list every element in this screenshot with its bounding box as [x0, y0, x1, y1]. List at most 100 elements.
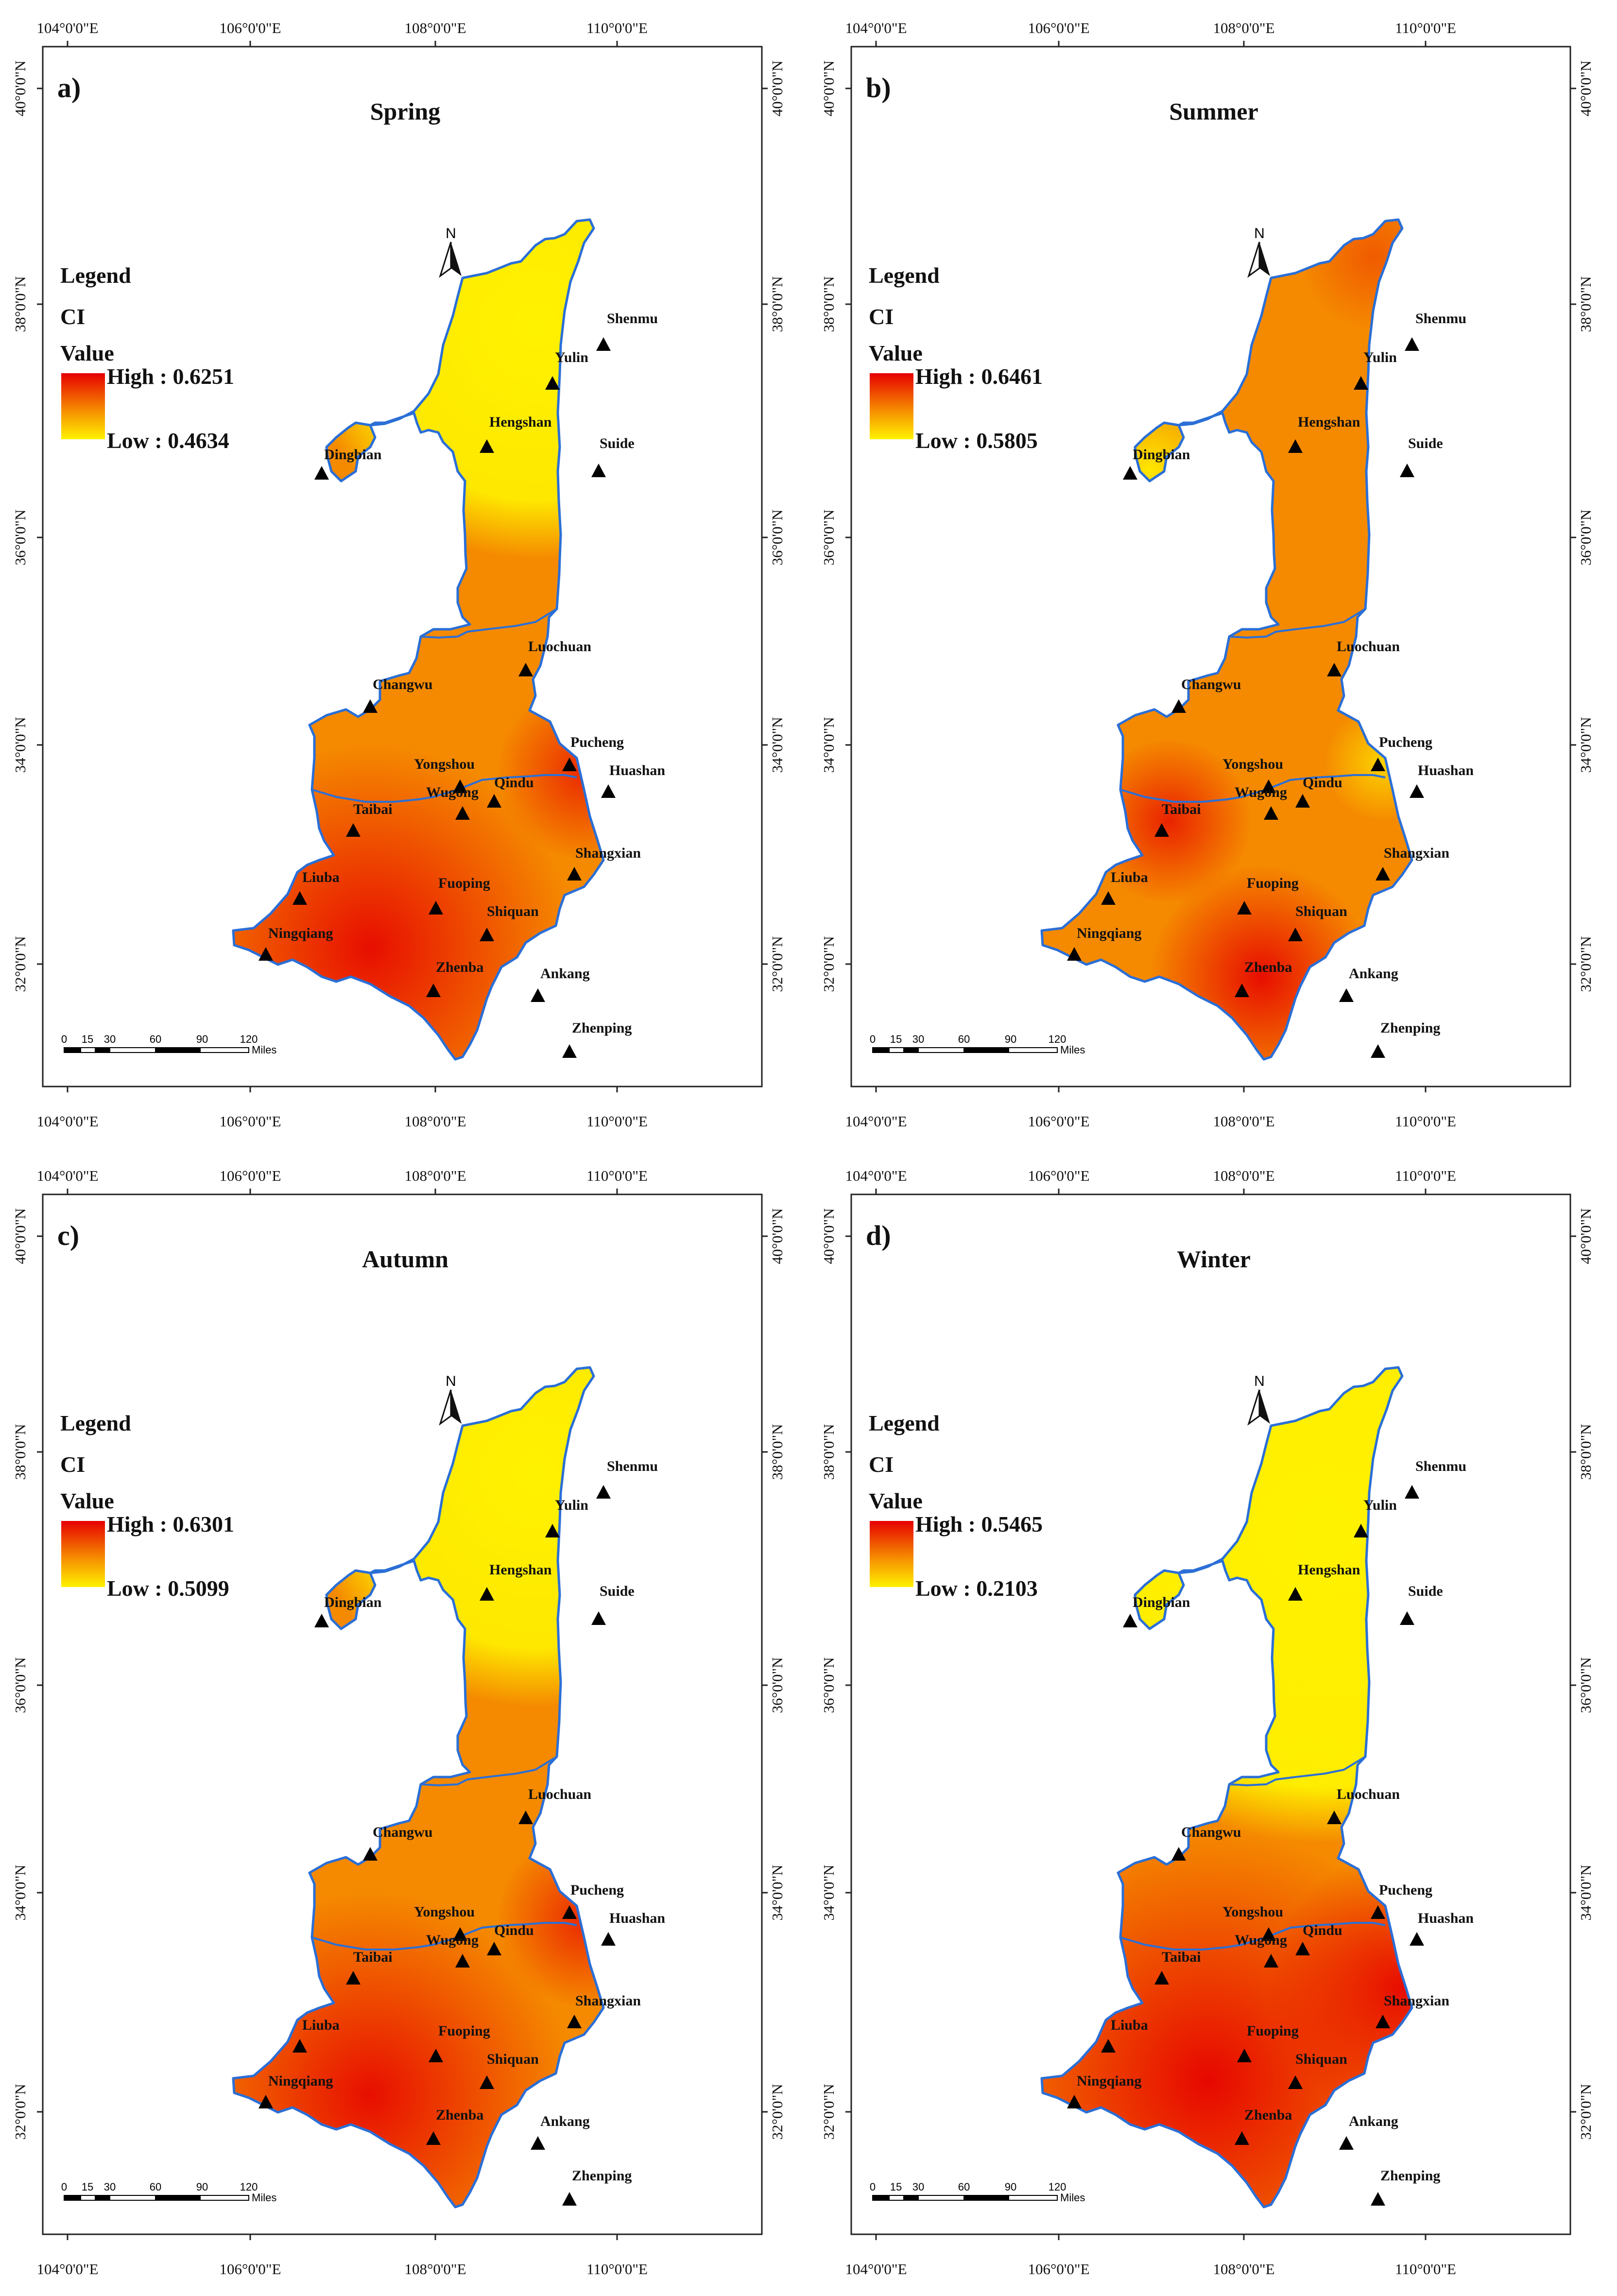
- panel-tag: a): [57, 72, 81, 104]
- season-title: Winter: [1177, 1245, 1251, 1273]
- station-label: Qindu: [1303, 775, 1342, 791]
- station-label: Fuoping: [438, 2023, 490, 2039]
- map-frame: [42, 46, 763, 1088]
- station-taibai: Taibai: [346, 1949, 393, 1985]
- scale-bar-tick: 0: [61, 2181, 67, 2193]
- station-label: Taibai: [1162, 801, 1201, 817]
- station-marker-icon: [567, 2015, 582, 2028]
- station-label: Wugong: [426, 1932, 479, 1948]
- station-marker-icon: [1288, 2075, 1303, 2089]
- latitude-label-right: 34°0'0"N: [769, 717, 786, 773]
- station-label: Luochuan: [1337, 1786, 1400, 1802]
- station-wugong: Wugong: [426, 1932, 479, 1968]
- study-region: Shenmu Yulin Hengshan Suide Dingbian Luochuan…: [1040, 218, 1474, 1061]
- north-arrow-label: N: [446, 225, 456, 242]
- station-label: Pucheng: [570, 1882, 624, 1898]
- latitude-label-left: 32°0'0"N: [820, 936, 837, 992]
- station-label: Ningqiang: [1077, 2073, 1141, 2089]
- scale-bar-segment: [1008, 1047, 1058, 1053]
- station-huashan: Huashan: [601, 762, 665, 798]
- station-marker-icon: [1171, 699, 1186, 713]
- longitude-label-bottom: 104°0'0"E: [36, 2261, 98, 2278]
- station-label: Liuba: [302, 869, 340, 885]
- station-marker-icon: [1371, 1905, 1385, 1919]
- map-frame: [850, 1193, 1571, 2235]
- station-shiquan: Shiquan: [1288, 903, 1347, 941]
- station-marker-icon: [1067, 2095, 1082, 2108]
- station-label: Changwu: [1181, 676, 1241, 692]
- station-label: Shiquan: [1295, 2051, 1347, 2067]
- station-changwu: Changwu: [363, 1824, 432, 1861]
- station-marker-icon: [518, 663, 533, 676]
- station-luochuan: Luochuan: [1327, 639, 1400, 676]
- station-marker-icon: [314, 1614, 329, 1627]
- station-fuoping: Fuoping: [429, 2023, 490, 2062]
- station-qindu: Qindu: [487, 775, 534, 808]
- station-marker-icon: [1237, 901, 1252, 915]
- legend-high-value: High : 0.6461: [915, 364, 1043, 389]
- station-marker-icon: [1400, 464, 1414, 477]
- zone-boundary-north: [420, 1756, 558, 1787]
- station-label: Liuba: [1111, 869, 1148, 885]
- scale-bar-tick: 15: [890, 1033, 902, 1045]
- scale-bar-segment: [109, 2195, 156, 2201]
- station-ankang: Ankang: [1339, 2113, 1398, 2150]
- station-label: Dingbian: [1133, 447, 1190, 463]
- station-ningqiang: Ningqiang: [258, 2073, 333, 2108]
- legend-low-value: Low : 0.2103: [915, 1576, 1038, 1601]
- station-marker-icon: [1067, 947, 1082, 961]
- latitude-label-right: 36°0'0"N: [1577, 1657, 1594, 1713]
- longitude-label-top: 106°0'0"E: [1028, 19, 1089, 36]
- station-marker-icon: [258, 947, 273, 961]
- latitude-label-right: 32°0'0"N: [1577, 936, 1594, 992]
- longitude-label-bottom: 106°0'0"E: [219, 1113, 281, 1130]
- station-marker-icon: [426, 984, 441, 997]
- legend-high-value: High : 0.6301: [107, 1512, 234, 1536]
- station-label: Yongshou: [414, 756, 475, 772]
- longitude-label-bottom: 104°0'0"E: [36, 1113, 98, 1130]
- latitude-label-right: 34°0'0"N: [769, 1864, 786, 1920]
- longitude-label-bottom: 110°0'0"E: [586, 2261, 648, 2278]
- latitude-label-left: 32°0'0"N: [12, 2084, 29, 2140]
- latitude-label-left: 34°0'0"N: [12, 1864, 29, 1920]
- station-label: Qindu: [1303, 1922, 1342, 1938]
- station-marker-icon: [1410, 1932, 1424, 1946]
- station-label: Luochuan: [1337, 639, 1400, 655]
- scale-bar-segment: [64, 2195, 81, 2201]
- station-marker-icon: [1171, 1847, 1186, 1861]
- north-arrow-icon: [451, 242, 462, 276]
- station-marker-icon: [1235, 2131, 1249, 2145]
- station-marker-icon: [1154, 823, 1169, 837]
- station-label: Yulin: [555, 349, 588, 365]
- station-marker-icon: [292, 2039, 307, 2053]
- scale-bar-tick: 60: [958, 1033, 970, 1045]
- station-label: Luochuan: [528, 639, 591, 655]
- station-label: Taibai: [353, 1949, 393, 1965]
- station-marker-icon: [314, 466, 329, 480]
- station-label: Ankang: [1349, 2113, 1398, 2129]
- latitude-label-right: 40°0'0"N: [769, 60, 786, 116]
- station-label: Huashan: [609, 762, 665, 778]
- longitude-label-bottom: 108°0'0"E: [1213, 1113, 1274, 1130]
- station-label: Taibai: [1162, 1949, 1201, 1965]
- station-shenmu: Shenmu: [596, 311, 658, 351]
- station-luochuan: Luochuan: [518, 1786, 591, 1824]
- longitude-label-top: 110°0'0"E: [586, 19, 648, 36]
- longitude-label-top: 108°0'0"E: [1213, 19, 1274, 36]
- station-marker-icon: [1354, 1524, 1368, 1537]
- station-zhenba: Zhenba: [1235, 2107, 1292, 2145]
- station-marker-icon: [426, 2131, 441, 2145]
- legend-heading: Legend: [60, 263, 131, 288]
- station-label: Zhenping: [1380, 2168, 1440, 2184]
- station-label: Shiquan: [487, 2051, 539, 2067]
- station-dingbian: Dingbian: [1123, 1594, 1190, 1627]
- station-yulin: Yulin: [1354, 1497, 1397, 1537]
- longitude-label-top: 104°0'0"E: [36, 1167, 98, 1184]
- latitude-label-left: 40°0'0"N: [12, 1208, 29, 1264]
- station-marker-icon: [1235, 984, 1249, 997]
- station-taibai: Taibai: [1154, 1949, 1201, 1985]
- latitude-label-left: 40°0'0"N: [820, 60, 837, 116]
- station-marker-icon: [562, 758, 577, 771]
